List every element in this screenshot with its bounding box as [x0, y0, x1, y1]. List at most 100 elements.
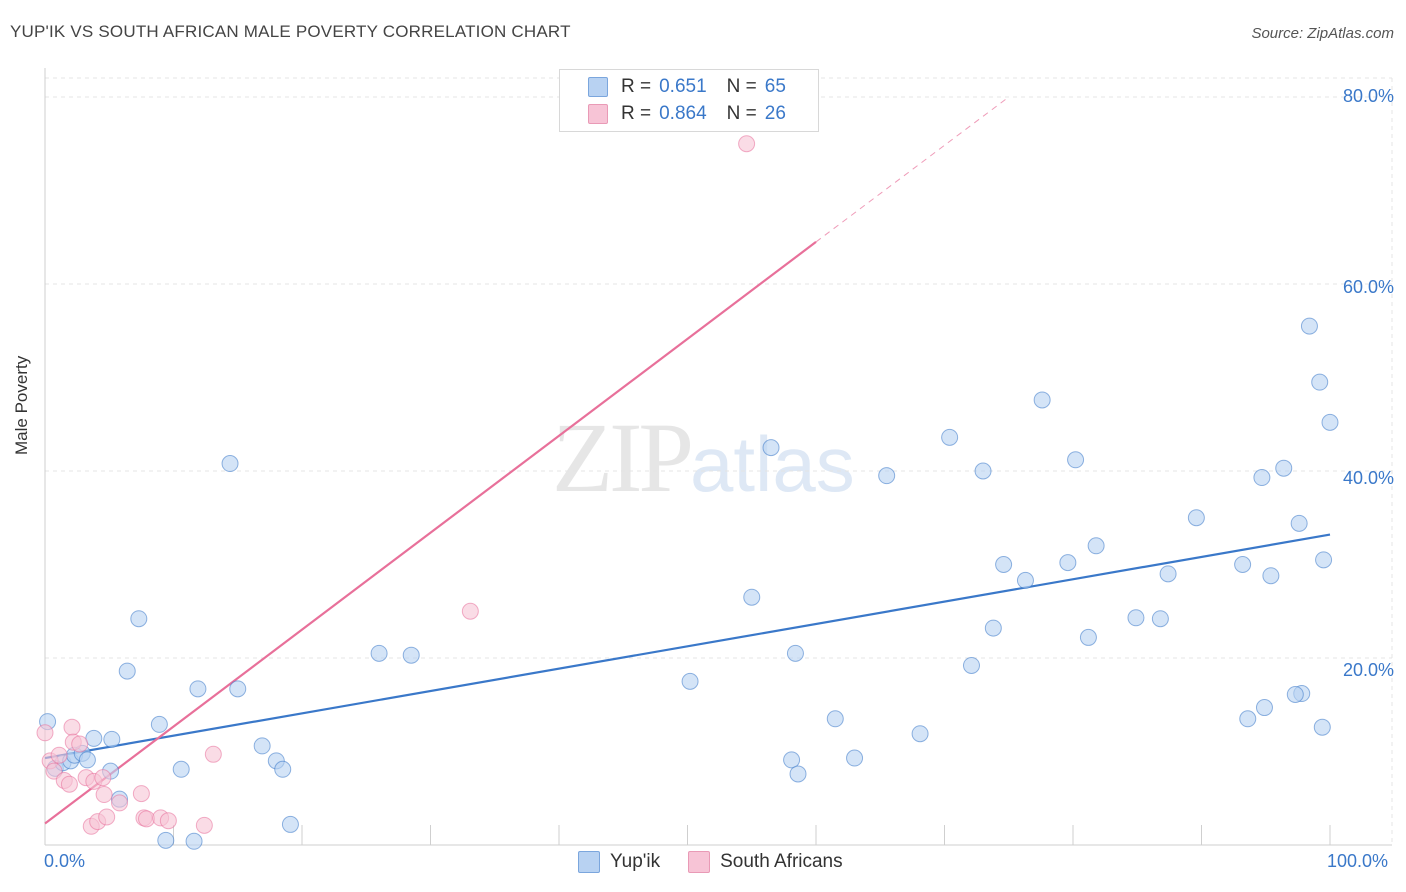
data-point: [63, 718, 81, 736]
data-point: [878, 467, 896, 485]
data-point: [274, 760, 292, 778]
series-swatch-blue: [578, 851, 600, 873]
data-point: [681, 672, 699, 690]
data-point: [221, 455, 239, 473]
legend-n-label: N =: [726, 103, 757, 124]
data-point: [1239, 710, 1257, 728]
data-point: [1159, 565, 1177, 583]
y-tick-label: 20.0%: [1342, 660, 1394, 680]
data-point: [941, 428, 959, 446]
watermark-atlas: atlas: [690, 420, 855, 508]
data-point: [1262, 567, 1280, 585]
data-point: [1079, 628, 1097, 646]
legend-row-yupik: R = 0.651 N = 65: [588, 74, 786, 100]
data-point: [132, 785, 150, 803]
data-point: [111, 794, 129, 812]
data-point: [1275, 459, 1293, 477]
data-point: [402, 646, 420, 664]
data-point: [204, 745, 222, 763]
y-tick-label: 40.0%: [1342, 468, 1394, 488]
data-point: [150, 715, 168, 733]
data-point: [229, 680, 247, 698]
legend-swatch-pink: [588, 104, 608, 124]
data-point: [984, 619, 1002, 637]
data-point: [1311, 373, 1329, 391]
data-point: [172, 760, 190, 778]
data-point: [786, 644, 804, 662]
data-point: [253, 737, 271, 755]
data-point: [85, 729, 103, 747]
data-point: [743, 588, 761, 606]
data-point: [846, 749, 864, 767]
data-point: [1234, 556, 1252, 573]
data-point: [138, 810, 156, 828]
data-point: [118, 662, 136, 680]
data-point: [1016, 571, 1034, 589]
legend-n-value: 65: [764, 76, 786, 97]
data-point: [370, 644, 388, 662]
legend-swatch-blue: [588, 77, 608, 97]
y-tick-label: 60.0%: [1342, 277, 1394, 297]
data-point: [1067, 451, 1085, 469]
x-tick-label: 100.0%: [1327, 851, 1389, 871]
data-point: [995, 556, 1013, 573]
y-axis-label: Male Poverty: [12, 355, 31, 455]
series-legend-yupik[interactable]: Yup'ik: [578, 851, 660, 873]
data-points: [36, 135, 1339, 850]
data-point: [783, 751, 801, 769]
legend-n-value: 26: [764, 103, 786, 124]
data-point: [962, 656, 980, 674]
data-point: [50, 746, 68, 764]
data-point: [189, 680, 207, 698]
data-point: [911, 725, 929, 743]
source-label: Source: ZipAtlas.com: [1251, 25, 1394, 42]
data-point: [78, 751, 96, 769]
data-point: [103, 730, 121, 748]
data-point: [826, 710, 844, 728]
data-point: [281, 815, 299, 833]
data-point: [159, 812, 177, 830]
data-point: [98, 808, 116, 826]
data-point: [1059, 554, 1077, 572]
data-point: [1151, 610, 1169, 628]
correlation-legend: R = 0.651 N = 65 R = 0.864 N = 26: [559, 69, 819, 132]
series-name: Yup'ik: [610, 851, 661, 872]
legend-n-label: N =: [726, 76, 757, 97]
series-name: South Africans: [720, 851, 843, 872]
data-point: [738, 135, 756, 153]
trend-line: [44, 241, 817, 825]
data-point: [1290, 514, 1308, 532]
data-point: [762, 439, 780, 457]
legend-row-south-africans: R = 0.864 N = 26: [588, 101, 786, 127]
data-point: [1315, 551, 1333, 569]
data-point: [1253, 469, 1271, 487]
data-point: [1313, 718, 1331, 736]
series-legend-south-africans[interactable]: South Africans: [688, 851, 843, 873]
data-point: [1255, 699, 1273, 717]
data-point: [789, 765, 807, 783]
data-point: [1286, 685, 1304, 703]
data-point: [157, 831, 175, 849]
data-point: [1187, 509, 1205, 527]
x-tick-label: 0.0%: [44, 851, 86, 871]
data-point: [1087, 537, 1105, 555]
series-swatch-pink: [688, 851, 711, 873]
data-point: [95, 786, 113, 804]
chart-title: YUP'IK VS SOUTH AFRICAN MALE POVERTY COR…: [10, 22, 571, 41]
watermark-zip: ZIP: [552, 402, 694, 513]
legend-r-value: 0.651: [659, 76, 707, 97]
data-point: [60, 775, 78, 793]
data-point: [1321, 413, 1339, 431]
axes: [44, 68, 1392, 846]
data-point: [94, 769, 112, 787]
data-point: [1127, 609, 1145, 627]
legend-r-label: R =: [621, 76, 652, 97]
data-point: [461, 602, 479, 620]
legend-r-label: R =: [621, 103, 652, 124]
data-point: [130, 610, 148, 628]
data-point: [36, 724, 54, 742]
trend-line: [44, 533, 1331, 760]
watermark: ZIPatlas: [552, 400, 855, 515]
y-tick-label: 80.0%: [1342, 86, 1394, 106]
